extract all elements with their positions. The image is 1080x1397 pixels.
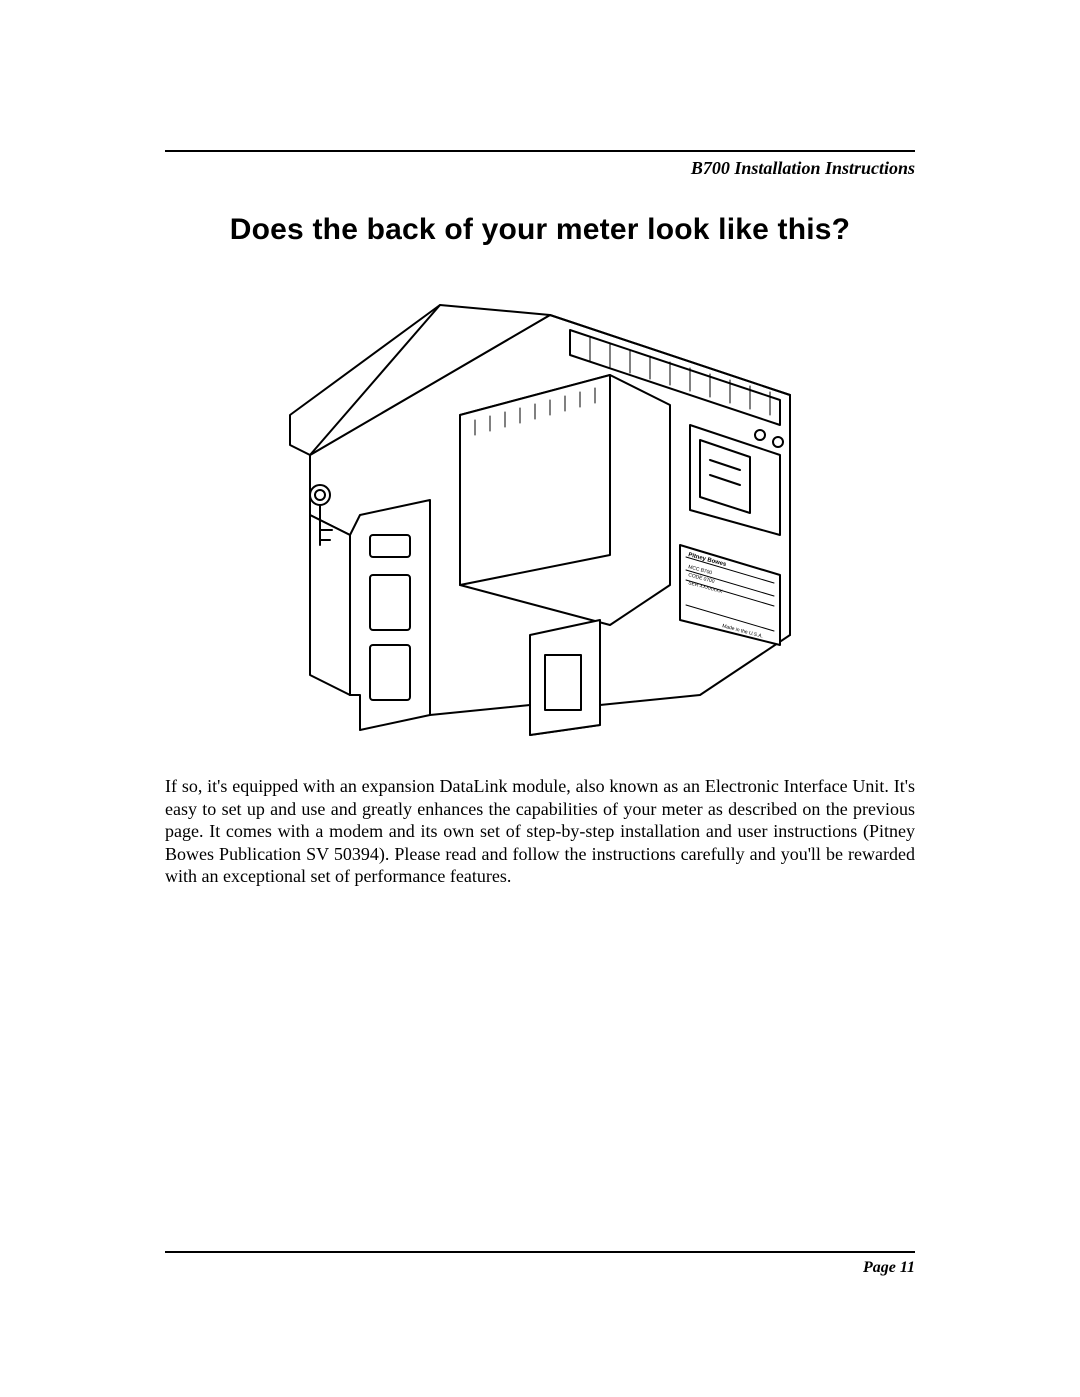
header-title: B700 Installation Instructions bbox=[165, 158, 915, 179]
document-page: B700 Installation Instructions Does the … bbox=[0, 0, 1080, 1397]
meter-figure: Pitney Bowes MCC B700 CODE 0700 SER XXXX… bbox=[165, 275, 915, 745]
footer-page-number: Page 11 bbox=[165, 1259, 915, 1277]
footer: Page 11 bbox=[165, 1251, 915, 1277]
meter-line-drawing-icon: Pitney Bowes MCC B700 CODE 0700 SER XXXX… bbox=[250, 275, 830, 745]
footer-rule bbox=[165, 1251, 915, 1253]
body-paragraph: If so, it's equipped with an expansion D… bbox=[165, 775, 915, 888]
page-title: Does the back of your meter look like th… bbox=[165, 213, 915, 247]
header-rule bbox=[165, 150, 915, 152]
